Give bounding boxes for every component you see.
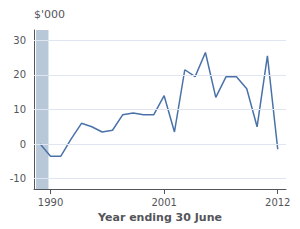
svg-text:$'000: $'000 xyxy=(34,8,65,21)
svg-text:30: 30 xyxy=(13,35,26,46)
svg-text:0: 0 xyxy=(20,139,26,150)
svg-text:-10: -10 xyxy=(10,173,26,184)
svg-text:2012: 2012 xyxy=(265,197,290,208)
svg-text:Year ending 30 June: Year ending 30 June xyxy=(97,211,222,224)
svg-text:20: 20 xyxy=(13,69,26,80)
svg-text:10: 10 xyxy=(13,104,26,115)
svg-text:1990: 1990 xyxy=(38,197,63,208)
svg-text:2001: 2001 xyxy=(151,197,176,208)
